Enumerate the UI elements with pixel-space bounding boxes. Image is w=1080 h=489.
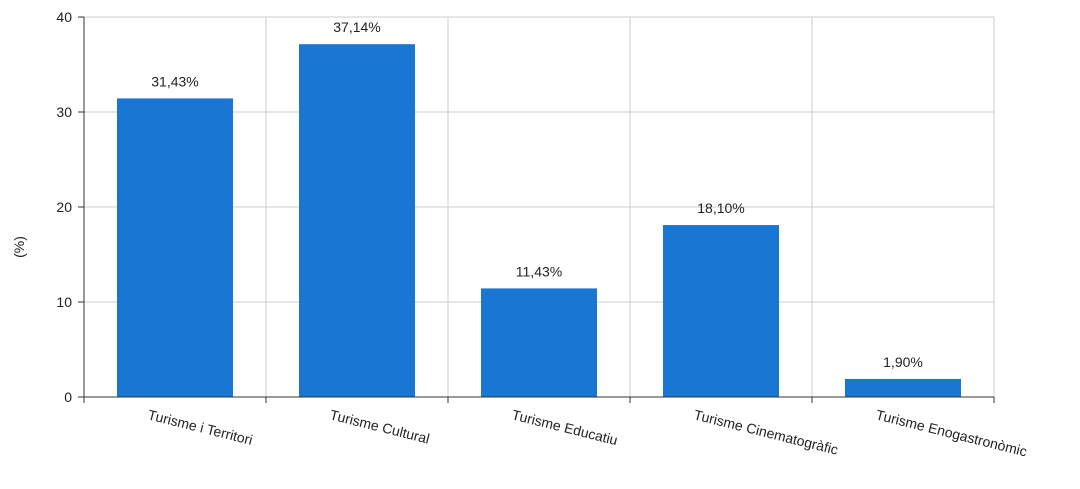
- axes: [78, 16, 995, 403]
- data-label: 11,43%: [516, 263, 562, 279]
- bar: [299, 44, 415, 398]
- data-label: 1,90%: [883, 354, 923, 370]
- data-label: 18,10%: [697, 200, 744, 216]
- data-label: 37,14%: [333, 19, 380, 35]
- category-label: Turisme Cinematogràfic: [692, 406, 840, 457]
- bars: [117, 44, 961, 398]
- y-tick-labels: 0 10 20 30 40: [56, 9, 72, 405]
- y-tick-label: 40: [56, 9, 72, 25]
- category-label: Turisme Enogastronòmic: [874, 406, 1028, 459]
- category-label: Turisme Educatiu: [510, 406, 619, 448]
- x-tick-labels: Turisme i Territori Turisme Cultural Turis…: [146, 406, 1028, 459]
- category-label: Turisme Cultural: [328, 406, 431, 446]
- y-tick-label: 0: [64, 389, 72, 405]
- bar: [663, 225, 779, 397]
- y-tick-label: 10: [56, 294, 72, 310]
- data-labels: 31,43% 37,14% 11,43% 18,10% 1,90%: [151, 19, 923, 370]
- bar: [481, 288, 597, 397]
- data-label: 31,43%: [151, 73, 198, 89]
- grid-lines: [84, 16, 995, 397]
- bar: [117, 98, 233, 397]
- y-tick-label: 30: [56, 104, 72, 120]
- y-tick-label: 20: [56, 199, 72, 215]
- y-axis-title: (%): [11, 236, 27, 258]
- category-label: Turisme i Territori: [146, 406, 254, 447]
- bar: [845, 378, 961, 397]
